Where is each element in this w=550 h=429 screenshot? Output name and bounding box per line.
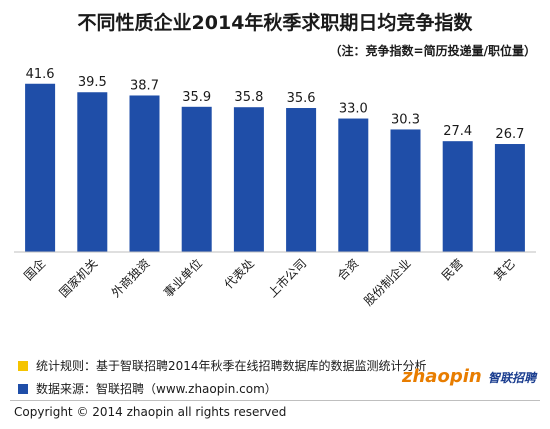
legend-source: 数据来源：智联招聘（www.zhaopin.com） — [18, 380, 277, 397]
footer-divider — [10, 400, 540, 401]
value-label-2: 38.7 — [130, 78, 159, 93]
category-label-9: 其它 — [490, 256, 518, 284]
logo-latin: zhaopin — [402, 366, 482, 387]
legend-source-text: 数据来源：智联招聘（www.zhaopin.com） — [36, 382, 277, 396]
legend-rule: 统计规则：基于智联招聘2014年秋季在线招聘数据库的数据监测统计分析 — [18, 357, 427, 374]
category-label-2: 外商独资 — [108, 256, 153, 301]
bar-9 — [494, 144, 525, 252]
value-label-0: 41.6 — [26, 67, 55, 82]
chart-subtitle: （注：竞争指数=简历投递量/职位量） — [329, 44, 536, 58]
category-label-3: 事业单位 — [160, 256, 205, 301]
category-label-1: 国家机关 — [56, 256, 101, 301]
chart-title: 不同性质企业2014年秋季求职期日均竞争指数 — [77, 12, 473, 34]
bar-8 — [442, 141, 473, 252]
value-label-6: 33.0 — [339, 102, 368, 117]
value-label-9: 26.7 — [495, 127, 524, 142]
value-label-5: 35.6 — [287, 91, 316, 106]
bar-0 — [25, 83, 56, 252]
source-swatch-icon — [18, 383, 28, 394]
category-label-8: 民营 — [439, 256, 466, 283]
category-label-6: 合资 — [334, 256, 362, 284]
value-label-1: 39.5 — [78, 75, 107, 90]
bar-3 — [181, 106, 212, 252]
bar-chart: 41.6 国企 39.5 国家机关 38.7 外商独资 35.9 事业单位 35.8 代表处 35.… — [14, 65, 536, 309]
category-label-7: 股份制企业 — [361, 256, 414, 309]
bar-7 — [390, 129, 421, 252]
category-label-0: 国企 — [21, 256, 49, 284]
category-label-5: 上市公司 — [265, 256, 310, 301]
category-label-4: 代表处 — [222, 256, 257, 291]
copyright-text: Copyright © 2014 zhaopin all rights rese… — [14, 405, 287, 419]
rule-swatch-icon — [18, 360, 28, 371]
value-label-8: 27.4 — [443, 124, 472, 139]
logo-brand: 智联招聘 — [487, 371, 536, 385]
zhaopin-logo: zhaopin 智联招聘 — [402, 366, 536, 387]
bar-1 — [77, 92, 108, 252]
value-label-7: 30.3 — [391, 112, 420, 127]
bar-6 — [338, 118, 369, 253]
bar-4 — [233, 107, 264, 252]
value-label-3: 35.9 — [182, 90, 211, 105]
legend-rule-text: 统计规则：基于智联招聘2014年秋季在线招聘数据库的数据监测统计分析 — [36, 359, 427, 373]
bar-5 — [286, 108, 317, 252]
bar-2 — [129, 95, 160, 252]
value-label-4: 35.8 — [234, 90, 263, 105]
